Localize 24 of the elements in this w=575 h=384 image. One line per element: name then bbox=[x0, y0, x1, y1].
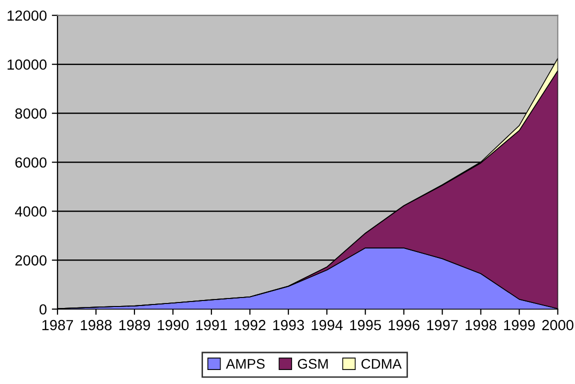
x-tick-label: 1996 bbox=[388, 320, 420, 330]
y-tick-label: 6000 bbox=[15, 157, 47, 168]
x-tick-label: 2000 bbox=[542, 320, 574, 330]
x-tick-label: 1999 bbox=[504, 320, 535, 330]
x-tick-label: 1990 bbox=[158, 320, 189, 330]
legend-label: GSM bbox=[298, 358, 328, 369]
y-tick-label: 10000 bbox=[8, 59, 47, 70]
x-tick-label: 1987 bbox=[42, 320, 73, 330]
y-tick-label: 4000 bbox=[14, 206, 47, 217]
x-tick-label: 1989 bbox=[119, 320, 150, 330]
y-tick-label: 2000 bbox=[15, 255, 47, 266]
y-tick-label: 8000 bbox=[15, 108, 47, 119]
legend-label: AMPS bbox=[226, 358, 265, 369]
x-tick-label: 1998 bbox=[466, 320, 496, 330]
x-tick-label: 1991 bbox=[196, 320, 227, 330]
legend-label: CDMA bbox=[361, 358, 402, 369]
x-tick-label: 1992 bbox=[234, 320, 266, 330]
x-tick-label: 1995 bbox=[350, 320, 381, 330]
x-tick-label: 1994 bbox=[312, 320, 343, 330]
x-tick-label: 1988 bbox=[80, 320, 112, 330]
y-tick-label: 0 bbox=[40, 304, 47, 315]
x-tick-label: 1993 bbox=[273, 320, 304, 330]
y-tick-label: 12000 bbox=[8, 10, 47, 21]
x-tick-label: 1997 bbox=[427, 320, 458, 330]
